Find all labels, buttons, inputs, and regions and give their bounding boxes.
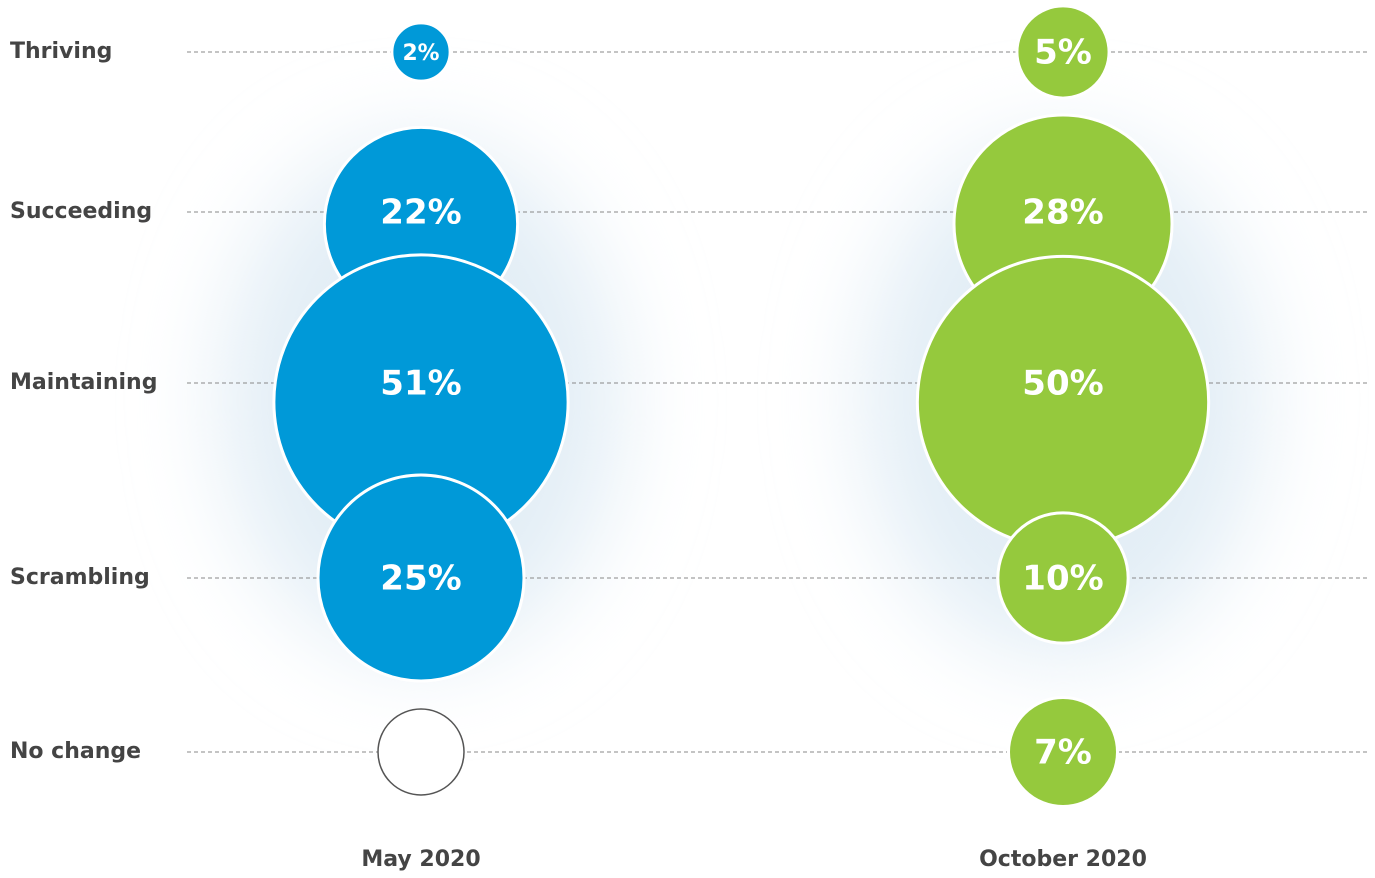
value-label: 22% [380,193,461,233]
row-label: Scrambling [10,565,150,590]
value-label: 10% [1022,559,1103,599]
value-label: 28% [1022,193,1103,233]
value-label: 7% [1034,733,1092,773]
column-label: May 2020 [361,847,480,872]
row-label: Succeeding [10,199,152,224]
bubble [390,21,452,83]
row-label: Thriving [10,39,112,64]
empty-bubble [377,708,465,796]
column-label: October 2020 [979,847,1147,872]
bubble [316,473,526,683]
bubble [1006,695,1120,809]
value-label: 51% [380,364,461,404]
row-label: Maintaining [10,370,157,395]
value-label: 25% [380,559,461,599]
value-label: 2% [402,41,439,66]
value-label: 50% [1022,364,1103,404]
bubble [1015,4,1111,100]
row-label: No change [10,739,141,764]
bubble [996,511,1130,645]
value-label: 5% [1034,33,1092,73]
